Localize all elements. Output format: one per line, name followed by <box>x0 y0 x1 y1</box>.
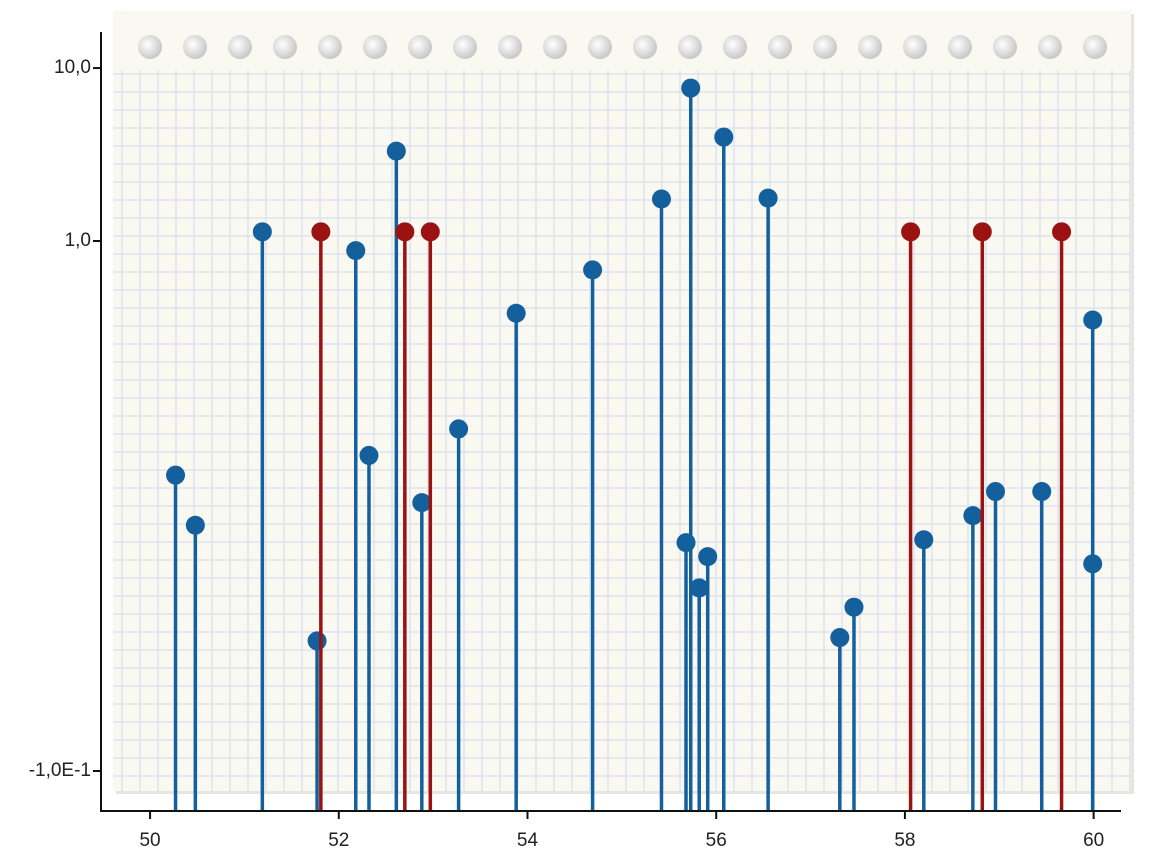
stem-marker <box>359 446 378 465</box>
stem-marker <box>449 419 468 438</box>
stem-marker <box>583 260 602 279</box>
stem-marker <box>311 222 330 241</box>
stem-marker <box>166 466 185 485</box>
ring <box>948 35 972 59</box>
page: {"chart_data": {"type": "stem", "yscale"… <box>0 0 1151 855</box>
stem-marker <box>1083 311 1102 330</box>
x-tick-label: 56 <box>706 830 727 851</box>
stem-marker <box>901 222 920 241</box>
ring <box>633 35 657 59</box>
x-tick-label: 58 <box>894 830 915 851</box>
ring <box>318 35 342 59</box>
ring <box>723 35 747 59</box>
stem-marker <box>759 189 778 208</box>
ring <box>993 35 1017 59</box>
stem-marker <box>973 222 992 241</box>
stem-marker <box>986 482 1005 501</box>
stem-marker <box>412 493 431 512</box>
stem-marker <box>714 128 733 147</box>
stem-marker <box>844 598 863 617</box>
ring <box>408 35 432 59</box>
x-tick-label: 52 <box>328 830 349 851</box>
stem-marker <box>507 304 526 323</box>
stem-marker <box>677 533 696 552</box>
ring <box>768 35 792 59</box>
ring <box>1038 35 1062 59</box>
ring <box>183 35 207 59</box>
stem-marker <box>1083 554 1102 573</box>
ring <box>453 35 477 59</box>
ring <box>588 35 612 59</box>
stem-marker <box>253 222 272 241</box>
stem-marker <box>914 530 933 549</box>
stem-marker <box>963 506 982 525</box>
stem-marker <box>652 189 671 208</box>
ring <box>1083 35 1107 59</box>
stem-marker <box>346 241 365 260</box>
y-tick-label: 1,0 <box>65 230 91 251</box>
stem-marker <box>395 222 414 241</box>
y-tick-label: -1,0E-1 <box>29 760 91 781</box>
stem-marker <box>690 578 709 597</box>
ring <box>678 35 702 59</box>
ring <box>903 35 927 59</box>
stem-marker <box>308 631 327 650</box>
stem-marker <box>421 222 440 241</box>
ring <box>498 35 522 59</box>
stem-marker <box>698 547 717 566</box>
chart: 10,0 1,0 -1,0E-1 50 52 54 56 58 60 <box>0 0 1151 855</box>
ring <box>138 35 162 59</box>
stem-marker <box>681 79 700 98</box>
ring <box>363 35 387 59</box>
x-tick-label: 54 <box>517 830 539 851</box>
stem-marker <box>186 516 205 535</box>
ring <box>858 35 882 59</box>
ring <box>273 35 297 59</box>
stem-marker <box>1052 222 1071 241</box>
x-tick-label: 50 <box>139 830 160 851</box>
x-tick-label: 60 <box>1083 830 1104 851</box>
stem-marker <box>830 628 849 647</box>
ring <box>813 35 837 59</box>
y-tick-label: 10,0 <box>54 57 91 78</box>
stem-marker <box>1032 482 1051 501</box>
ring <box>543 35 567 59</box>
ring <box>228 35 252 59</box>
stem-marker <box>387 142 406 161</box>
